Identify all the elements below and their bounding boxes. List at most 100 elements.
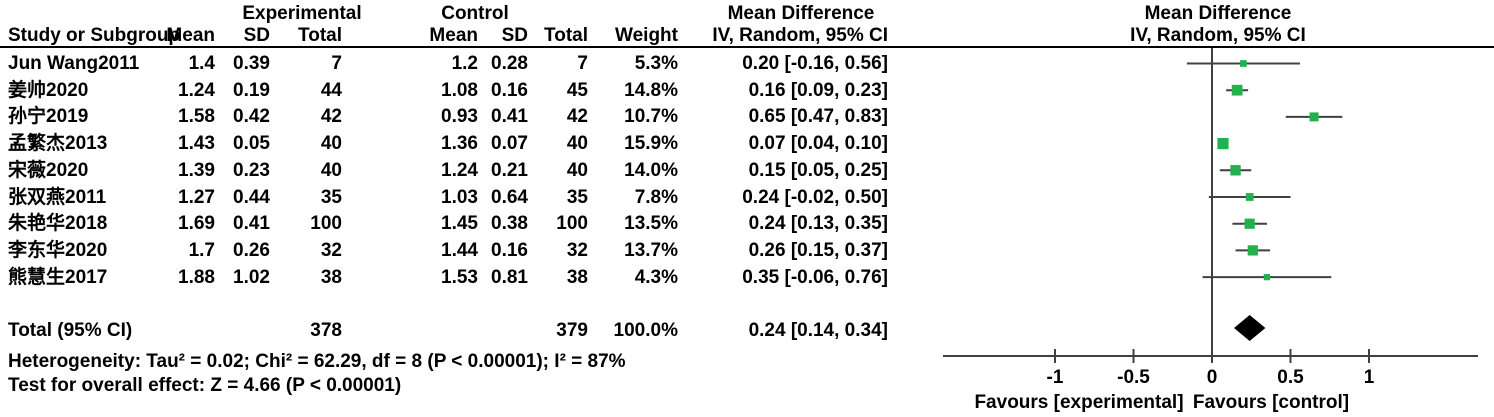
cell-ctrl-total: 40: [566, 133, 588, 155]
plot-header-effect-ci: IV, Random, 95% CI: [1130, 25, 1306, 46]
cell-exp-total: 7: [331, 53, 342, 74]
cell-exp-sd: 0.19: [233, 79, 270, 101]
study-row: 宋薇2020 1.39 0.23 40 1.24 0.21 40 14.0% 0.15 [0.0…: [0, 157, 940, 184]
cell-weight: 14.8%: [624, 79, 678, 101]
study-row: 姜帅2020 1.24 0.19 44 1.08 0.16 45 14.8% 0.16 [0.0…: [0, 77, 940, 104]
cell-weight: 15.9%: [624, 133, 678, 155]
axis-tick-label: 1: [1364, 367, 1375, 388]
cell-weight: 5.3%: [634, 53, 678, 74]
axis-tick-label: 0.5: [1277, 367, 1304, 388]
col-header-exp-mean: Mean: [166, 25, 215, 46]
group-header-control: Control: [441, 3, 509, 24]
cell-ctrl-total: 45: [566, 79, 588, 101]
cell-study-name: 朱艳华2018: [8, 213, 108, 235]
col-header-ctrl-total: Total: [544, 25, 588, 46]
cell-exp-sd: 0.05: [233, 133, 270, 155]
cell-exp-mean: 1.24: [178, 79, 215, 101]
effect-column-title: Mean Difference: [727, 3, 875, 24]
axis-tick-label: 0: [1207, 367, 1218, 388]
effect-square: [1240, 60, 1247, 67]
cell-ctrl-total: 42: [566, 106, 588, 128]
effect-square: [1244, 218, 1255, 229]
cell-ci-text: 0.20 [-0.16, 0.56]: [742, 53, 888, 74]
cell-ctrl-mean: 1.2: [451, 53, 478, 74]
cell-ctrl-sd: 0.64: [491, 186, 528, 208]
cell-ctrl-sd: 0.16: [491, 239, 528, 261]
cell-ctrl-total: 7: [577, 53, 588, 74]
effect-square: [1231, 84, 1243, 96]
study-row: 熊慧生2017 1.88 1.02 38 1.53 0.81 38 4.3% 0.35 [-0.…: [0, 264, 940, 291]
heterogeneity-text: Heterogeneity: Tau² = 0.02; Chi² = 62.29…: [8, 351, 626, 372]
cell-exp-mean: 1.58: [178, 106, 215, 128]
cell-ctrl-mean: 1.03: [441, 186, 478, 208]
cell-exp-mean: 1.43: [178, 133, 215, 155]
cell-exp-total: 44: [320, 79, 342, 101]
cell-ctrl-total: 35: [566, 186, 588, 208]
cell-ctrl-sd: 0.28: [491, 53, 528, 74]
cell-exp-total: 38: [320, 266, 342, 288]
cell-ctrl-mean: 0.93: [441, 106, 478, 128]
cell-weight: 10.7%: [624, 106, 678, 128]
cell-study-name: Jun Wang2011: [8, 53, 140, 74]
cell-exp-mean: 1.88: [178, 266, 215, 288]
study-row: Jun Wang2011 1.4 0.39 7 1.2 0.28 7 5.3% 0.20 [-0…: [0, 50, 940, 77]
effect-square: [1230, 165, 1241, 176]
cell-ctrl-mean: 1.45: [441, 213, 478, 235]
cell-ctrl-mean: 1.53: [441, 266, 478, 288]
cell-exp-total: 35: [320, 186, 342, 208]
cell-ctrl-mean: 1.36: [441, 133, 478, 155]
total-ctrl-n: 379: [556, 320, 588, 341]
cell-ctrl-total: 40: [566, 159, 588, 181]
cell-study-name: 宋薇2020: [8, 159, 89, 181]
cell-study-name: 熊慧生2017: [8, 266, 108, 288]
cell-ctrl-total: 100: [556, 213, 588, 235]
cell-ctrl-mean: 1.44: [441, 239, 478, 261]
cell-ctrl-sd: 0.21: [491, 159, 528, 181]
cell-exp-total: 100: [310, 213, 342, 235]
cell-exp-sd: 1.02: [233, 266, 270, 288]
cell-ctrl-mean: 1.24: [441, 159, 478, 181]
col-header-ctrl-mean: Mean: [429, 25, 478, 46]
cell-exp-mean: 1.4: [188, 53, 215, 74]
cell-weight: 13.5%: [624, 213, 678, 235]
cell-exp-total: 32: [320, 239, 342, 261]
effect-square: [1247, 245, 1258, 256]
cell-exp-total: 40: [320, 133, 342, 155]
cell-ctrl-sd: 0.07: [491, 133, 528, 155]
total-ci-text: 0.24 [0.14, 0.34]: [748, 320, 888, 341]
cell-ctrl-mean: 1.08: [441, 79, 478, 101]
cell-study-name: 李东华2020: [8, 239, 108, 261]
effect-square: [1309, 112, 1319, 122]
plot-column-title: Mean Difference: [1144, 3, 1292, 24]
study-row: 张双燕2011 1.27 0.44 35 1.03 0.64 35 7.8% 0.24 [-0.…: [0, 184, 940, 211]
cell-exp-total: 42: [320, 106, 342, 128]
cell-ci-text: 0.15 [0.05, 0.25]: [748, 159, 888, 181]
group-header-experimental: Experimental: [242, 3, 362, 24]
cell-ctrl-sd: 0.38: [491, 213, 528, 235]
cell-exp-sd: 0.44: [233, 186, 270, 208]
favours-right-label: Favours [control]: [1193, 392, 1349, 413]
cell-ci-text: 0.24 [0.13, 0.35]: [748, 213, 888, 235]
cell-exp-sd: 0.39: [233, 53, 270, 74]
header-rule: [0, 46, 1494, 48]
study-row: 朱艳华2018 1.69 0.41 100 1.45 0.38 100 13.5% 0.24 […: [0, 210, 940, 237]
col-header-exp-total: Total: [298, 25, 342, 46]
cell-ctrl-total: 38: [566, 266, 588, 288]
cell-exp-sd: 0.41: [233, 213, 270, 235]
axis-tick-label: -0.5: [1117, 367, 1150, 388]
cell-ci-text: 0.24 [-0.02, 0.50]: [742, 186, 888, 208]
cell-weight: 7.8%: [634, 186, 678, 208]
cell-exp-sd: 0.42: [233, 106, 270, 128]
effect-square: [1217, 138, 1229, 150]
cell-ctrl-total: 32: [566, 239, 588, 261]
cell-exp-sd: 0.23: [233, 159, 270, 181]
effect-square: [1263, 273, 1271, 281]
cell-exp-mean: 1.7: [188, 239, 215, 261]
cell-ci-text: 0.35 [-0.06, 0.76]: [742, 266, 888, 288]
cell-ci-text: 0.26 [0.15, 0.37]: [748, 239, 888, 261]
overall-effect-text: Test for overall effect: Z = 4.66 (P < 0…: [8, 375, 402, 396]
study-row: 李东华2020 1.7 0.26 32 1.44 0.16 32 13.7% 0.26 [0.1…: [0, 237, 940, 264]
col-header-ctrl-sd: SD: [501, 25, 528, 46]
